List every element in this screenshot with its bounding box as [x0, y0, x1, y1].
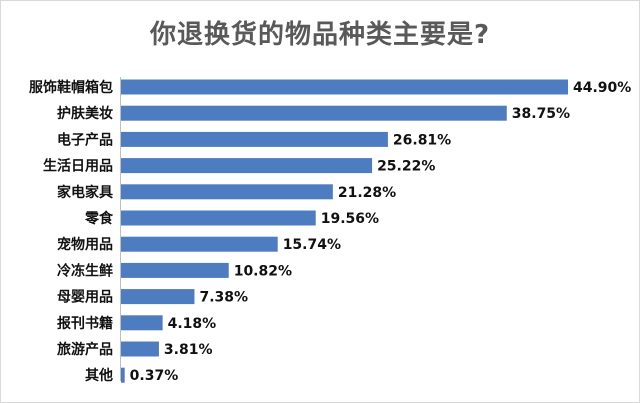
- value-label: 38.75%: [512, 106, 570, 122]
- bar: [121, 158, 373, 174]
- value-label: 4.18%: [168, 316, 217, 332]
- category-label: 家电家具: [57, 184, 113, 201]
- value-label: 3.81%: [164, 342, 213, 358]
- category-label: 母婴用品: [57, 289, 113, 306]
- bar: [121, 210, 316, 226]
- bar: [121, 341, 159, 357]
- bar: [121, 367, 125, 383]
- category-label: 旅游产品: [57, 341, 113, 358]
- bar: [121, 79, 568, 95]
- category-label: 报刊书籍: [57, 315, 113, 332]
- bars-group: 服饰鞋帽箱包 44.90% 护肤美妆 38.75% 电子产品 26.81% 生活日用品 25.…: [29, 79, 631, 384]
- category-label: 冷冻生鲜: [57, 262, 113, 279]
- bar: [121, 236, 278, 252]
- value-label: 26.81%: [393, 132, 451, 148]
- bar: [121, 315, 163, 331]
- category-label: 宠物用品: [57, 236, 113, 253]
- category-label: 零食: [84, 210, 114, 227]
- bar: [121, 184, 333, 200]
- category-label: 服饰鞋帽箱包: [29, 79, 113, 96]
- bar: [121, 289, 195, 305]
- bar: [121, 131, 388, 147]
- category-label: 生活日用品: [43, 158, 113, 175]
- value-label: 15.74%: [283, 237, 341, 253]
- value-label: 44.90%: [573, 80, 631, 96]
- bar: [121, 105, 507, 121]
- category-label: 其他: [85, 367, 113, 384]
- value-label: 0.37%: [130, 368, 179, 384]
- bar: [121, 262, 229, 278]
- category-label: 电子产品: [57, 131, 113, 148]
- chart-title: 你退换货的物品种类主要是?: [149, 20, 491, 50]
- value-label: 21.28%: [338, 185, 396, 201]
- value-label: 25.22%: [377, 159, 435, 175]
- value-label: 10.82%: [234, 263, 292, 279]
- value-label: 7.38%: [199, 290, 248, 306]
- value-label: 19.56%: [321, 211, 379, 227]
- category-label: 护肤美妆: [57, 105, 113, 122]
